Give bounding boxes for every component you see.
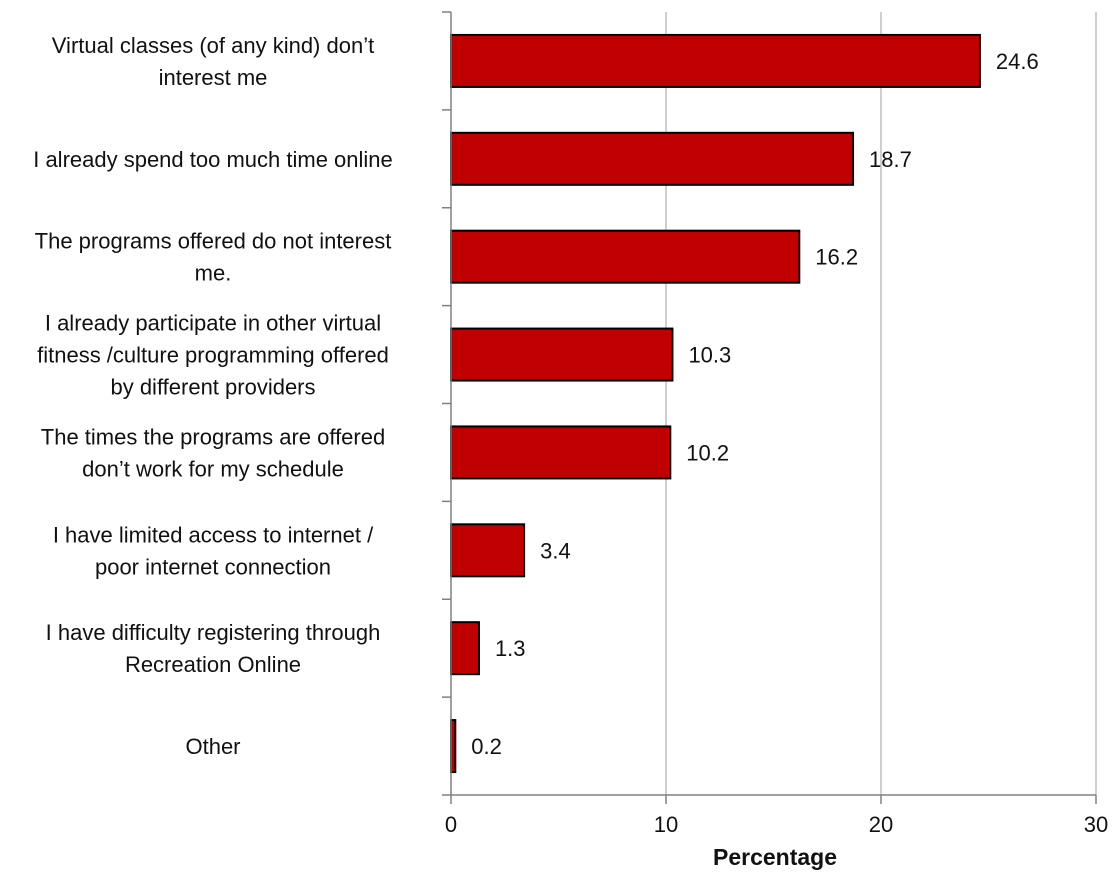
data-label: 10.3: [688, 343, 731, 368]
category-label-line: me.: [195, 261, 232, 286]
bars: [450, 33, 981, 774]
category-label: The programs offered do not interest me.: [35, 229, 392, 286]
category-label-line: interest me: [159, 65, 268, 90]
category-label-line: I have limited access to internet /: [53, 522, 374, 547]
data-label: 18.7: [869, 147, 912, 172]
x-axis-title: Percentage: [713, 844, 837, 870]
gridlines: [665, 12, 1097, 795]
x-tick-label: 10: [654, 812, 678, 837]
bar: [450, 33, 981, 88]
category-label-line: by different providers: [110, 375, 315, 400]
bar: [450, 621, 480, 676]
bar: [450, 229, 801, 284]
data-label: 1.3: [495, 636, 526, 661]
category-label: I have difficulty registering through Rec…: [46, 620, 381, 677]
labels: 0 10 20 30 24.6 Virtual classes (of any kind)…: [33, 33, 1108, 837]
category-label: Other: [185, 734, 240, 759]
category-label-line: don’t work for my schedule: [82, 456, 344, 481]
bar: [450, 523, 526, 578]
bar: [450, 327, 674, 382]
data-label: 16.2: [815, 245, 858, 270]
data-label: 10.2: [686, 440, 729, 465]
x-tick-label: 0: [445, 812, 457, 837]
category-label: Virtual classes (of any kind) don’t inter…: [52, 33, 374, 90]
category-label: I have limited access to internet / poor …: [53, 522, 374, 579]
category-label: I already spend too much time online: [33, 147, 393, 172]
category-label: The times the programs are offered don’t …: [41, 424, 385, 481]
category-label-line: poor internet connection: [95, 554, 331, 579]
x-tick-label: 30: [1084, 812, 1108, 837]
category-label-line: Other: [185, 734, 240, 759]
data-label: 0.2: [471, 734, 502, 759]
category-label-line: I already spend too much time online: [33, 147, 393, 172]
category-label-line: Recreation Online: [125, 652, 301, 677]
category-label-line: fitness /culture programming offered: [37, 343, 389, 368]
category-label-line: I have difficulty registering through: [46, 620, 381, 645]
data-label: 24.6: [996, 49, 1039, 74]
data-label: 3.4: [540, 538, 571, 563]
bar: [450, 131, 855, 186]
category-label-line: Virtual classes (of any kind) don’t: [52, 33, 374, 58]
axes: [442, 11, 1097, 804]
category-label-line: I already participate in other virtual: [45, 311, 381, 336]
category-label-line: The times the programs are offered: [41, 424, 385, 449]
category-label-line: The programs offered do not interest: [35, 229, 392, 254]
bar: [450, 425, 672, 480]
category-label: I already participate in other virtual fi…: [37, 311, 389, 400]
x-tick-label: 20: [869, 812, 893, 837]
